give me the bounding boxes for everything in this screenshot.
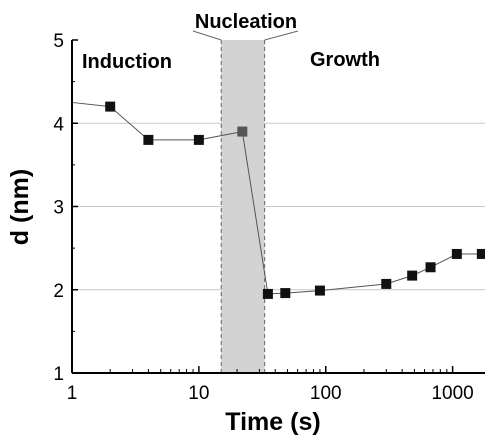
y-axis-title: d (nm): [6, 169, 34, 245]
data-point: [476, 248, 485, 259]
x-tick-label: 100: [310, 383, 342, 404]
growth-label: Growth: [310, 49, 380, 71]
induction-label: Induction: [82, 51, 172, 73]
series-layer: [71, 101, 485, 299]
x-tick-label: 1: [67, 383, 78, 404]
x-tick-label: 10: [188, 383, 209, 404]
nucleation-label: Nucleation: [195, 11, 297, 33]
x-axis-title: Time (s): [225, 408, 320, 436]
data-point: [237, 126, 248, 137]
nucleation-band: [221, 40, 265, 373]
data-point: [262, 288, 273, 299]
y-tick-label: 1: [53, 364, 64, 385]
grid-lines: [72, 122, 485, 291]
data-point: [314, 285, 325, 296]
data-point: [425, 262, 436, 273]
y-tick-label: 3: [53, 198, 64, 219]
data-point: [193, 134, 204, 145]
data-point: [381, 278, 392, 289]
nucleation-leader-right: [264, 30, 299, 41]
data-point: [143, 134, 154, 145]
data-point: [451, 248, 462, 259]
data-point: [105, 101, 116, 112]
y-tick-label: 4: [53, 114, 64, 135]
data-point: [407, 270, 418, 281]
x-tick-label: 1000: [431, 383, 473, 404]
data-point: [280, 288, 291, 299]
y-tick-label: 2: [53, 281, 64, 302]
nucleation-leader-left: [192, 30, 222, 41]
y-tick-label: 5: [53, 31, 64, 52]
tick-labels: 1 2 3 4 5 1 10 100 1000: [53, 31, 473, 404]
axes: [71, 39, 485, 374]
